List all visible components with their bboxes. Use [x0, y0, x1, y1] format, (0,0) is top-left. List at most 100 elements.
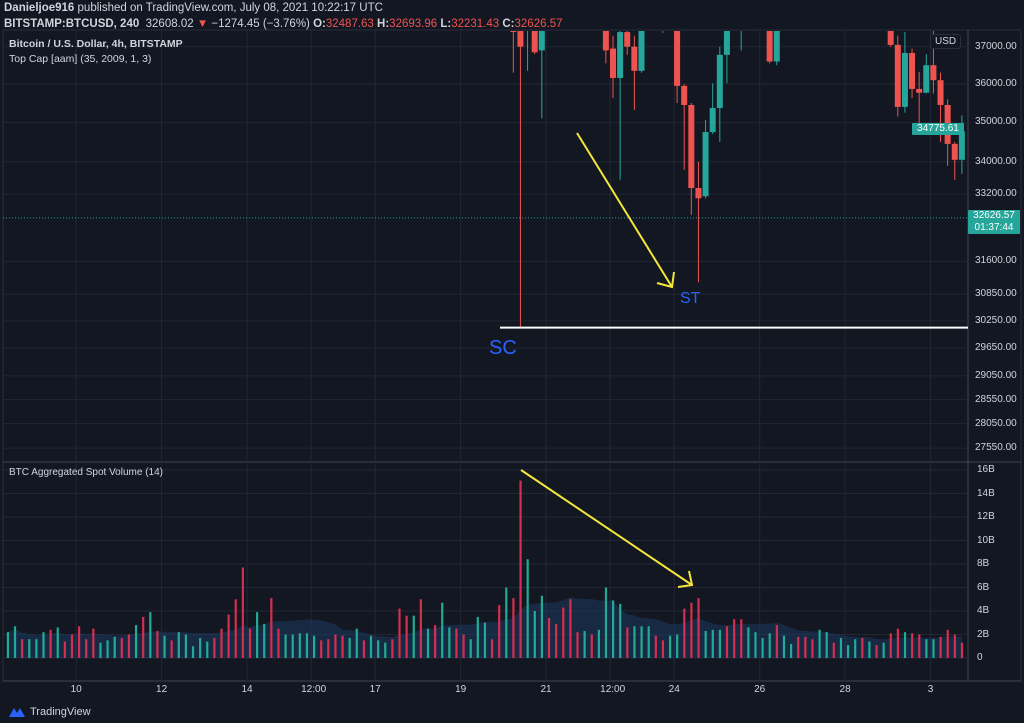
volume-bar — [490, 639, 494, 658]
volume-bar — [683, 608, 686, 658]
candle-body — [930, 65, 937, 81]
candle — [901, 32, 908, 113]
time-tick-label: 10 — [70, 684, 82, 695]
candle-body — [916, 88, 923, 93]
candle-body — [624, 32, 631, 47]
volume-bar — [441, 602, 444, 658]
candle-body — [909, 52, 916, 89]
volume-bar — [405, 615, 408, 658]
volume-bar — [6, 632, 9, 658]
volume-bar — [740, 619, 743, 658]
volume-bar — [797, 636, 800, 658]
volume-bar — [711, 629, 714, 658]
volume-bar — [369, 635, 373, 658]
volume-bar — [384, 642, 387, 658]
volume-bar — [725, 626, 729, 658]
candle — [709, 83, 716, 135]
price-tick-label: 33200.00 — [975, 188, 1017, 200]
volume-bar — [604, 587, 608, 658]
low-value: 32231.43 — [451, 18, 500, 30]
volume-tick-label: 8B — [977, 558, 990, 569]
volume-bar — [512, 598, 515, 658]
volume-bar — [170, 640, 173, 658]
volume-bar — [184, 634, 187, 658]
time-tick-label: 21 — [540, 684, 552, 695]
candle-body — [674, 31, 681, 86]
candle-body — [702, 132, 709, 197]
volume-bar — [377, 640, 380, 658]
volume-tick-label: 16B — [977, 464, 995, 475]
volume-bar — [540, 595, 543, 658]
st-annotation[interactable]: ST — [680, 290, 701, 307]
time-tick-label: 12:00 — [301, 684, 327, 695]
tradingview-branding[interactable]: TradingView — [8, 706, 91, 718]
volume-bar — [790, 643, 793, 658]
volume-bar — [868, 641, 871, 658]
candle — [538, 31, 545, 119]
volume-bar — [526, 559, 529, 658]
volume-bar — [298, 633, 301, 658]
price-tick-label: 31600.00 — [975, 255, 1017, 267]
volume-bar — [113, 636, 116, 658]
volume-bar — [241, 567, 244, 658]
currency-badge[interactable]: USD — [930, 34, 962, 49]
price-tick-label: 34000.00 — [975, 155, 1017, 167]
volume-bar — [70, 634, 74, 658]
symbol: BITSTAMP:BTCUSD, 240 — [4, 18, 140, 30]
publish-info: Danieljoe916 published on TradingView.co… — [4, 2, 383, 14]
volume-bar — [861, 638, 864, 658]
arrow-price-drawing[interactable] — [576, 132, 675, 289]
volume-bar — [761, 638, 764, 658]
candle-body — [766, 31, 773, 62]
candle — [887, 31, 894, 47]
price-tick-label: 29050.00 — [975, 369, 1017, 381]
volume-bar — [782, 635, 786, 658]
candle — [510, 31, 517, 73]
volume-bar — [569, 599, 572, 658]
volume-bar — [334, 634, 337, 658]
volume-bar — [825, 632, 828, 658]
bar-countdown: 01:37:44 — [974, 222, 1014, 233]
indicator-legend[interactable]: Top Cap [aam] (35, 2009, 1, 3) — [9, 53, 152, 65]
time-tick-label: 12:00 — [600, 684, 626, 695]
candle-body — [958, 131, 965, 160]
volume-tick-label: 6B — [977, 581, 990, 593]
volume-bar — [946, 629, 949, 658]
volume-bar — [248, 628, 252, 658]
candle-body — [688, 104, 695, 189]
volume-bar — [149, 612, 152, 658]
volume-bar — [434, 625, 437, 658]
volume-bar — [270, 598, 273, 658]
arrow-volume-drawing[interactable] — [520, 469, 694, 588]
volume-bar — [932, 639, 935, 658]
volume-bar — [854, 639, 857, 658]
volume-pane-title[interactable]: BTC Aggregated Spot Volume (14) — [9, 467, 163, 478]
open-label: O: — [313, 18, 326, 30]
price-tick-label: 30250.00 — [975, 314, 1017, 326]
candle-body — [510, 31, 517, 33]
volume-bar — [953, 634, 956, 658]
volume-bar — [483, 622, 487, 658]
volume-bar — [896, 628, 899, 658]
candle-body — [709, 108, 716, 133]
volume-bar — [768, 633, 771, 658]
volume-tick-label: 0 — [977, 652, 983, 663]
author[interactable]: Danieljoe916 — [4, 2, 75, 14]
volume-bar — [747, 627, 750, 658]
volume-bar — [277, 628, 280, 658]
price-change: −1274.45 (−3.76%) — [211, 18, 310, 30]
sc-annotation[interactable]: SC — [489, 337, 517, 359]
volume-bar — [889, 633, 892, 658]
candle-body — [887, 31, 894, 45]
volume-bar — [448, 627, 451, 658]
volume-bar — [120, 638, 123, 658]
price-tick-label: 37000.00 — [975, 40, 1017, 52]
candle-body — [531, 31, 538, 53]
volume-bar — [142, 616, 145, 658]
candle-body — [901, 52, 908, 107]
volume-bar — [234, 599, 237, 658]
candle — [610, 35, 616, 99]
candle-body — [937, 80, 944, 105]
volume-bar — [505, 587, 508, 658]
